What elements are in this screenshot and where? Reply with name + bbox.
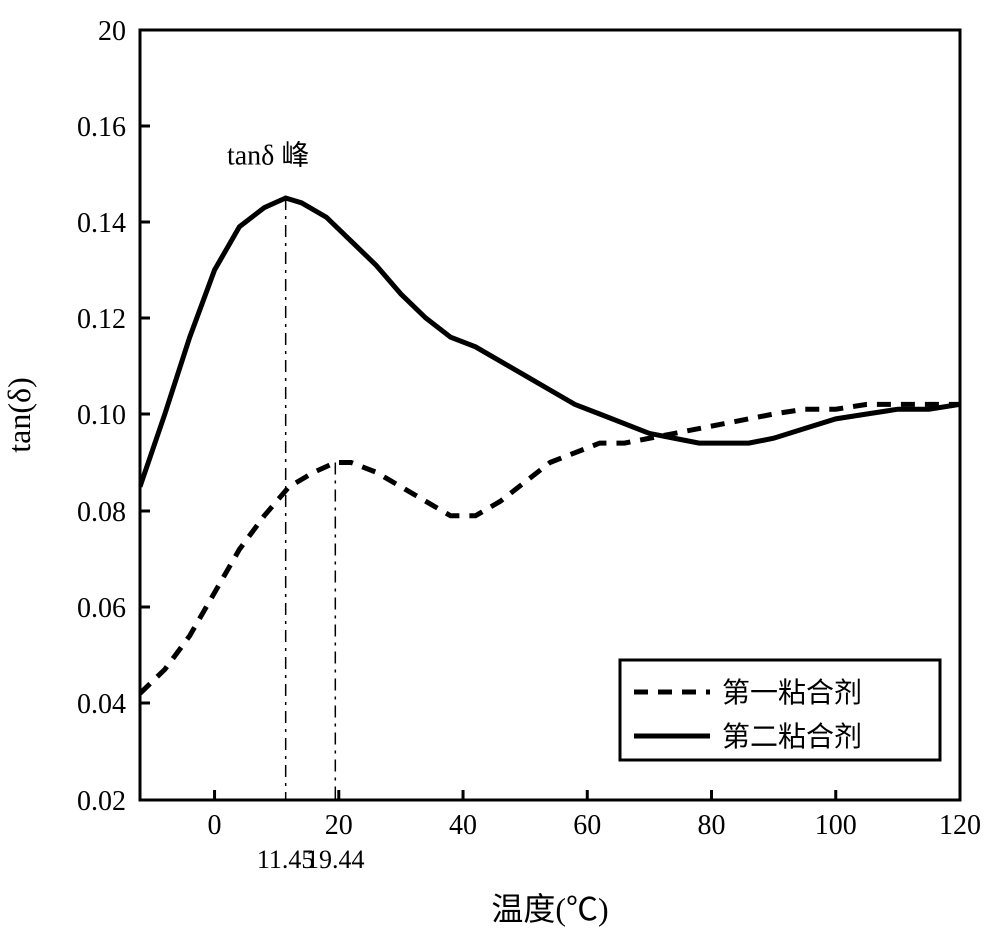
x-tick-label: 0	[208, 810, 222, 841]
x-tick-label: 60	[573, 810, 601, 841]
y-tick-label: 0.16	[77, 112, 126, 143]
y-tick-label: 0.10	[77, 400, 126, 431]
y-tick-label: 20	[98, 16, 126, 47]
x-tick-label: 80	[698, 810, 726, 841]
tan-delta-chart: 0 20 40 60 80 100 120 0.02 0.04 0.06 0.08 0.10 0.12 0…	[0, 0, 1000, 934]
x-tick-label: 40	[449, 810, 477, 841]
peak-annotation: tanδ 峰	[227, 139, 309, 171]
y-tick-label: 0.12	[77, 304, 126, 335]
series-第二粘合剂	[140, 198, 960, 487]
x-tick-label: 100	[815, 810, 857, 841]
series-第一粘合剂	[140, 404, 960, 693]
legend-label: 第一粘合剂	[722, 677, 862, 709]
legend-label: 第二粘合剂	[722, 721, 862, 753]
y-tick-label: 0.14	[77, 208, 126, 239]
peak-value-label: 19.44	[306, 845, 365, 874]
y-tick-label: 0.06	[77, 593, 126, 624]
x-tick-label: 120	[939, 810, 981, 841]
y-tick-label: 0.04	[77, 689, 126, 720]
y-tick-label: 0.08	[77, 497, 126, 528]
y-tick-label: 0.02	[77, 786, 126, 817]
x-axis-label: 温度(℃)	[491, 891, 608, 927]
y-axis-label: tan(δ)	[1, 377, 37, 452]
x-tick-label: 20	[325, 810, 353, 841]
